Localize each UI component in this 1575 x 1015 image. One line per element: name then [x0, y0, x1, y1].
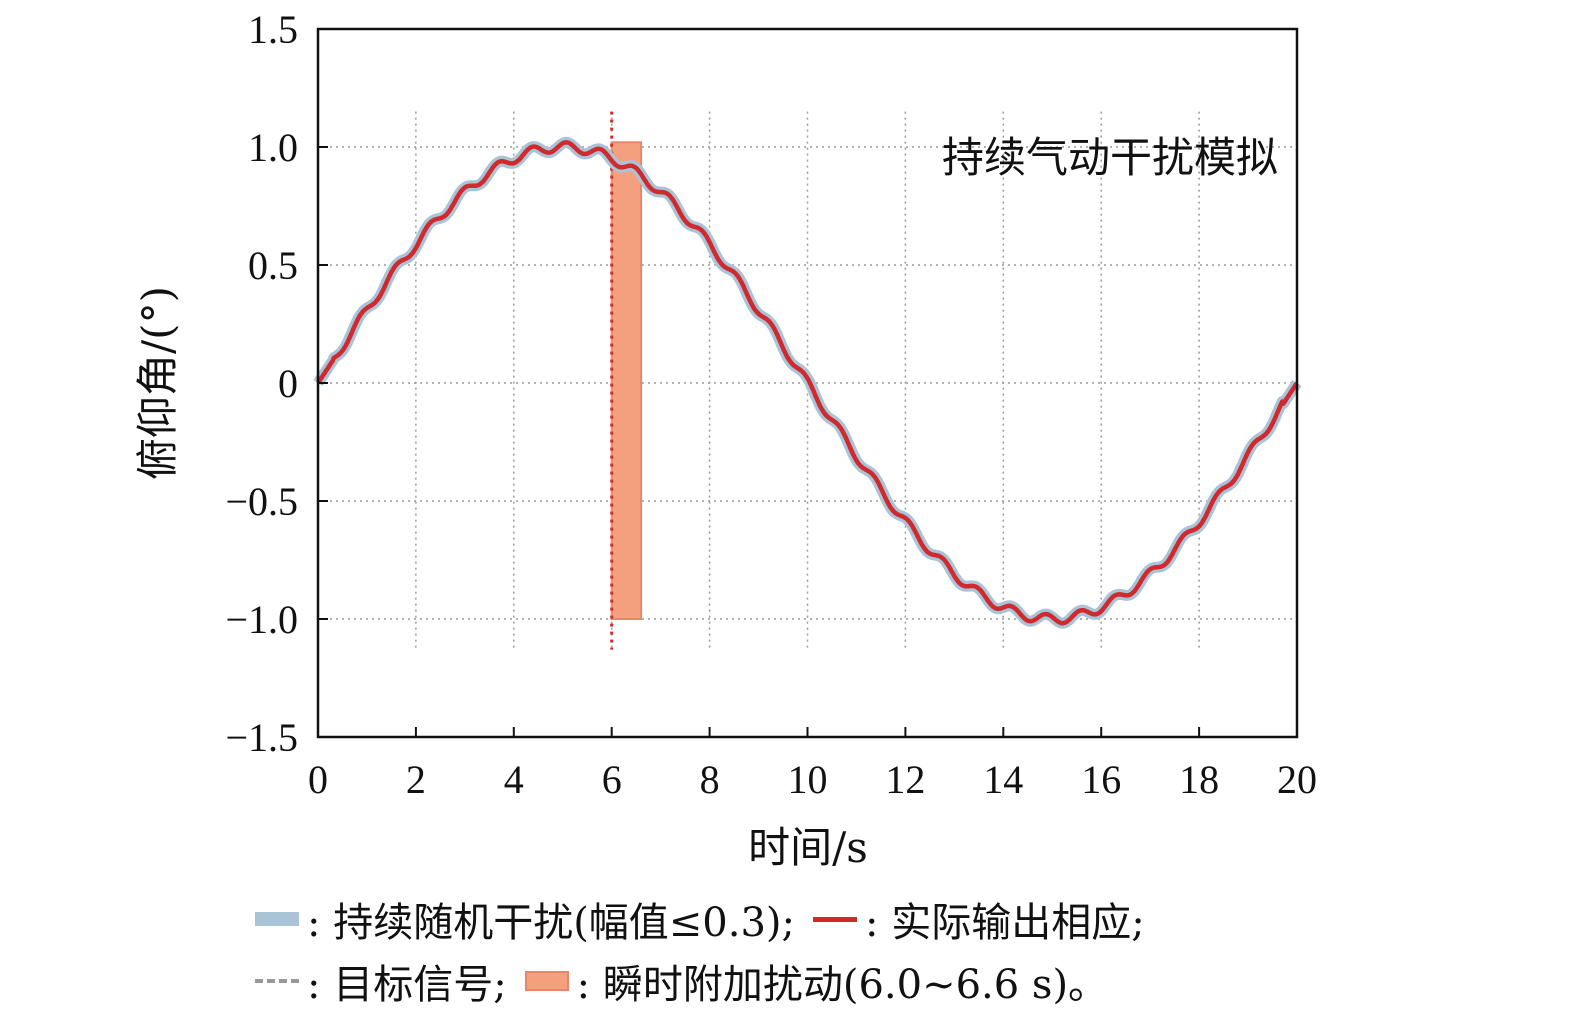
legend-row-1: : 持续随机干扰(幅值≤0.3); : 实际输出相应;: [255, 890, 1163, 948]
y-tick-label: 1.0: [248, 125, 298, 170]
x-tick-label: 6: [602, 757, 622, 802]
y-axis-label: 俯仰角/(°): [133, 286, 182, 480]
legend-label: : 瞬时附加扰动(6.0~6.6 s)。: [576, 962, 1109, 1008]
legend-label: : 目标信号;: [307, 962, 507, 1008]
x-tick-label: 16: [1081, 757, 1121, 802]
x-tick-label: 8: [700, 757, 720, 802]
x-tick-label: 4: [504, 757, 524, 802]
x-tick-label: 20: [1277, 757, 1317, 802]
legend-item-actual-output: : 实际输出相应;: [813, 890, 1145, 948]
y-tick-label: 0: [278, 361, 298, 406]
legend-item-target-signal: : 目标信号;: [255, 952, 507, 1010]
annotation: 持续气动干扰模拟: [942, 133, 1278, 182]
x-tick-label: 10: [788, 757, 828, 802]
y-tick-label: −1.0: [225, 597, 298, 642]
y-tick-label: 0.5: [248, 243, 298, 288]
pitch-angle-chart: 0 2 4 6 8 10 12 14 16 18 20 1.5 1.0 0.5 0 −0.5 −1.0 −1.5…: [133, 7, 1317, 872]
legend-item-disturbance-window: : 瞬时附加扰动(6.0~6.6 s)。: [524, 952, 1109, 1010]
legend-swatch-rect-icon: [524, 971, 569, 991]
grid: [318, 111, 1297, 650]
actual-output-line: [316, 140, 1299, 626]
x-tick-label: 12: [885, 757, 925, 802]
y-tick-label: −0.5: [225, 479, 298, 524]
x-tick-label: 2: [406, 757, 426, 802]
legend-label: : 实际输出相应;: [865, 900, 1145, 946]
x-tick-label: 14: [983, 757, 1023, 802]
x-tick-label: 18: [1179, 757, 1219, 802]
y-tick-label: 1.5: [248, 7, 298, 52]
y-ticks: 1.5 1.0 0.5 0 −0.5 −1.0 −1.5: [225, 7, 328, 760]
legend-swatch-line-icon: [813, 916, 858, 922]
legend-swatch-dashed-icon: [255, 979, 299, 983]
x-axis-label: 时间/s: [748, 823, 868, 872]
legend-item-random-disturbance: : 持续随机干扰(幅值≤0.3);: [255, 890, 795, 948]
legend-row-2: : 目标信号; : 瞬时附加扰动(6.0~6.6 s)。: [255, 952, 1126, 1010]
legend-swatch-band-icon: [255, 912, 299, 926]
x-tick-label: 0: [308, 757, 328, 802]
y-tick-label: −1.5: [225, 715, 298, 760]
x-ticks: 0 2 4 6 8 10 12 14 16 18 20: [308, 727, 1317, 802]
disturbance-window-bar: [610, 141, 643, 620]
legend-label: : 持续随机干扰(幅值≤0.3);: [307, 900, 796, 946]
